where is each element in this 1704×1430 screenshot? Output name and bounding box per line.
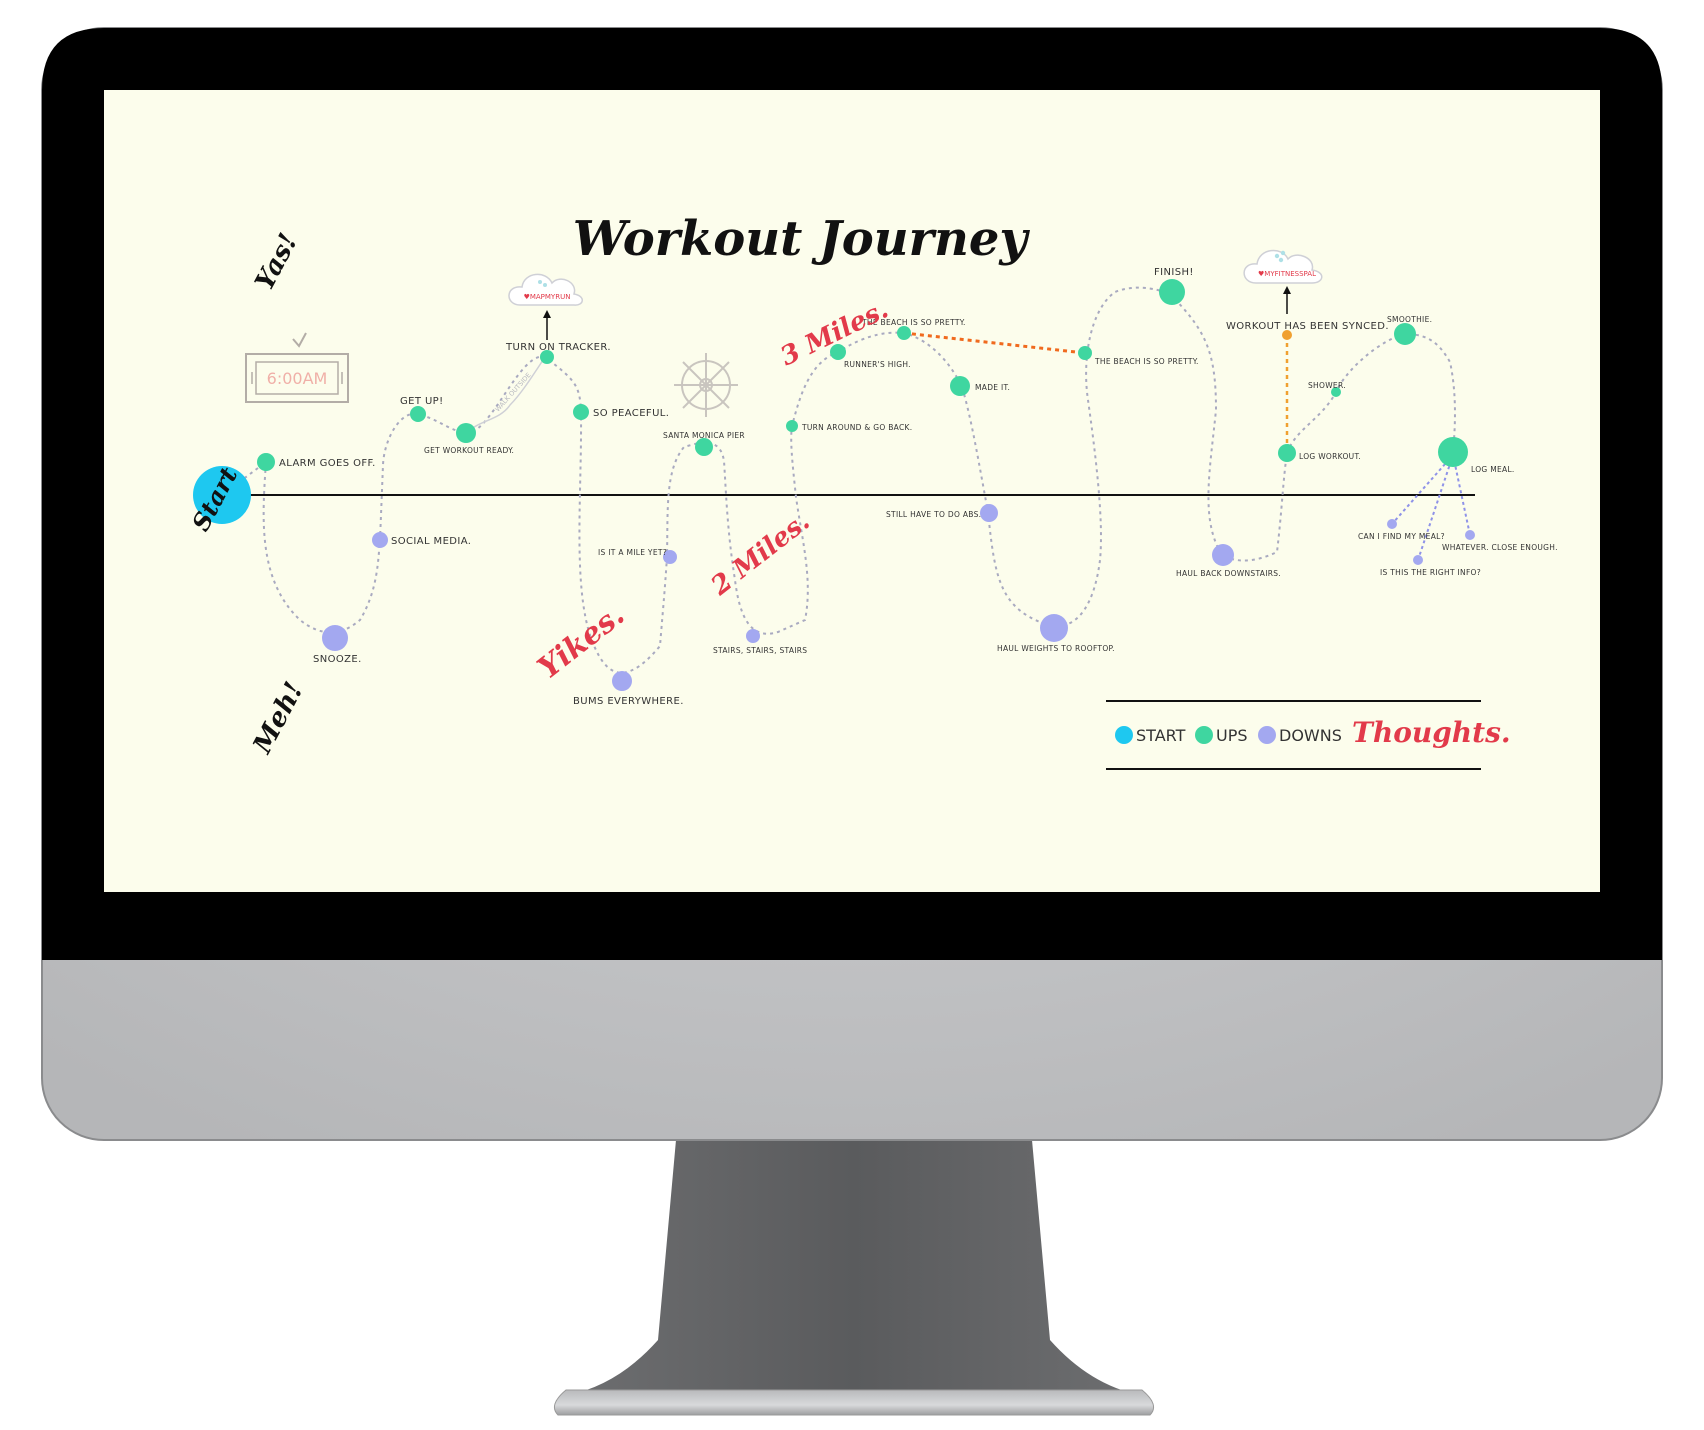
label-made-it: MADE IT. <box>975 383 1010 392</box>
legend-downs-swatch <box>1258 726 1276 744</box>
legend-start-swatch <box>1115 726 1133 744</box>
node-snooze[interactable] <box>322 625 348 651</box>
journey-path <box>221 286 1456 674</box>
label-beach-pretty-1: THE BEACH IS SO PRETTY. <box>861 318 966 327</box>
legend: START UPS DOWNS Thoughts. <box>1106 700 1511 770</box>
label-get-workout-ready: GET WORKOUT READY. <box>424 446 514 455</box>
legend-thoughts-label: Thoughts. <box>1352 716 1511 749</box>
label-log-workout: LOG WORKOUT. <box>1299 452 1361 461</box>
label-get-up: GET UP! <box>400 396 444 407</box>
node-alarm-goes-off[interactable] <box>257 453 275 471</box>
node-mile-yet[interactable] <box>663 550 677 564</box>
node-close-enough[interactable] <box>1465 530 1475 540</box>
myfitnesspal-cloud-icon: ♥MYFITNESSPAL <box>1243 249 1323 284</box>
label-so-peaceful: SO PEACEFUL. <box>593 408 669 419</box>
label-beach-pretty-2: THE BEACH IS SO PRETTY. <box>1094 357 1199 366</box>
label-synced: WORKOUT HAS BEEN SYNCED. <box>1226 321 1389 332</box>
up-nodes[interactable] <box>257 279 1468 471</box>
node-finish[interactable] <box>1159 279 1185 305</box>
label-turn-on-tracker: TURN ON TRACKER. <box>505 342 611 353</box>
label-find-meal: CAN I FIND MY MEAL? <box>1358 532 1445 541</box>
mapmyrun-arrow-head <box>543 310 551 318</box>
node-haul-rooftop[interactable] <box>1040 614 1068 642</box>
node-get-workout-ready[interactable] <box>456 423 476 443</box>
legend-downs-label: DOWNS <box>1279 726 1342 745</box>
ship-wheel-icon <box>674 353 738 417</box>
label-snooze: SNOOZE. <box>313 654 362 665</box>
monitor-stand <box>568 1140 1140 1395</box>
beach-connector <box>903 331 1086 355</box>
node-made-it[interactable] <box>950 376 970 396</box>
label-haul-downstairs: HAUL BACK DOWNSTAIRS. <box>1176 569 1281 578</box>
label-log-meal: LOG MEAL. <box>1471 465 1515 474</box>
node-right-info[interactable] <box>1413 555 1423 565</box>
node-turn-around[interactable] <box>786 420 798 432</box>
node-smoothie[interactable] <box>1394 323 1416 345</box>
node-log-meal[interactable] <box>1438 437 1468 467</box>
node-beach-pretty-1[interactable] <box>897 326 911 340</box>
alarm-time: 6:00AM <box>267 369 328 388</box>
label-smoothie: SMOOTHIE. <box>1387 315 1432 324</box>
label-runners-high: RUNNER'S HIGH. <box>844 360 911 369</box>
label-still-abs: STILL HAVE TO DO ABS. <box>886 510 981 519</box>
start-node[interactable] <box>193 466 251 524</box>
node-find-meal[interactable] <box>1387 519 1397 529</box>
monitor-screen <box>104 90 1600 892</box>
label-santa-monica-pier: SANTA MONICA PIER <box>663 431 745 440</box>
legend-ups-swatch <box>1195 726 1213 744</box>
node-santa-monica-pier[interactable] <box>695 438 713 456</box>
label-close-enough: WHATEVER. CLOSE ENOUGH. <box>1442 543 1558 552</box>
alarm-clock-icon: 6:00AM <box>245 332 349 403</box>
label-right-info: IS THIS THE RIGHT INFO? <box>1380 568 1481 577</box>
node-still-abs[interactable] <box>980 504 998 522</box>
label-stairs: STAIRS, STAIRS, STAIRS <box>713 646 807 655</box>
label-haul-rooftop: HAUL WEIGHTS TO ROOFTOP. <box>997 644 1115 653</box>
label-alarm-goes-off: ALARM GOES OFF. <box>279 458 376 469</box>
legend-start-label: START <box>1136 726 1186 745</box>
label-mile-yet: IS IT A MILE YET? <box>598 548 667 557</box>
label-social-media: SOCIAL MEDIA. <box>391 536 471 547</box>
monitor-foot <box>553 1389 1155 1416</box>
node-stairs[interactable] <box>746 629 760 643</box>
node-turn-on-tracker[interactable] <box>540 350 554 364</box>
label-turn-around: TURN AROUND & GO BACK. <box>801 423 912 432</box>
mapmyrun-label: ♥MAPMYRUN <box>524 293 571 301</box>
node-haul-downstairs[interactable] <box>1212 544 1234 566</box>
meal-branches <box>1391 454 1471 561</box>
diagram-title: Workout Journey <box>573 211 1031 267</box>
node-synced[interactable] <box>1282 330 1292 340</box>
node-beach-pretty-2[interactable] <box>1078 346 1092 360</box>
myfitnesspal-label: ♥MYFITNESSPAL <box>1258 270 1316 278</box>
down-nodes[interactable] <box>322 504 1475 691</box>
walk-outside-connector <box>465 356 546 434</box>
node-get-up[interactable] <box>410 406 426 422</box>
label-bums: BUMS EVERYWHERE. <box>573 696 684 707</box>
node-social-media[interactable] <box>372 532 388 548</box>
node-shower[interactable] <box>1331 387 1341 397</box>
mapmyrun-cloud-icon: ♥MAPMYRUN <box>508 273 583 306</box>
legend-ups-label: UPS <box>1216 726 1248 745</box>
node-runners-high[interactable] <box>830 344 846 360</box>
myfitnesspal-arrow-head <box>1283 286 1291 294</box>
node-bums[interactable] <box>612 671 632 691</box>
label-finish: FINISH! <box>1154 267 1194 278</box>
node-log-workout[interactable] <box>1278 444 1296 462</box>
label-shower: SHOWER. <box>1308 381 1346 390</box>
node-so-peaceful[interactable] <box>573 404 589 420</box>
